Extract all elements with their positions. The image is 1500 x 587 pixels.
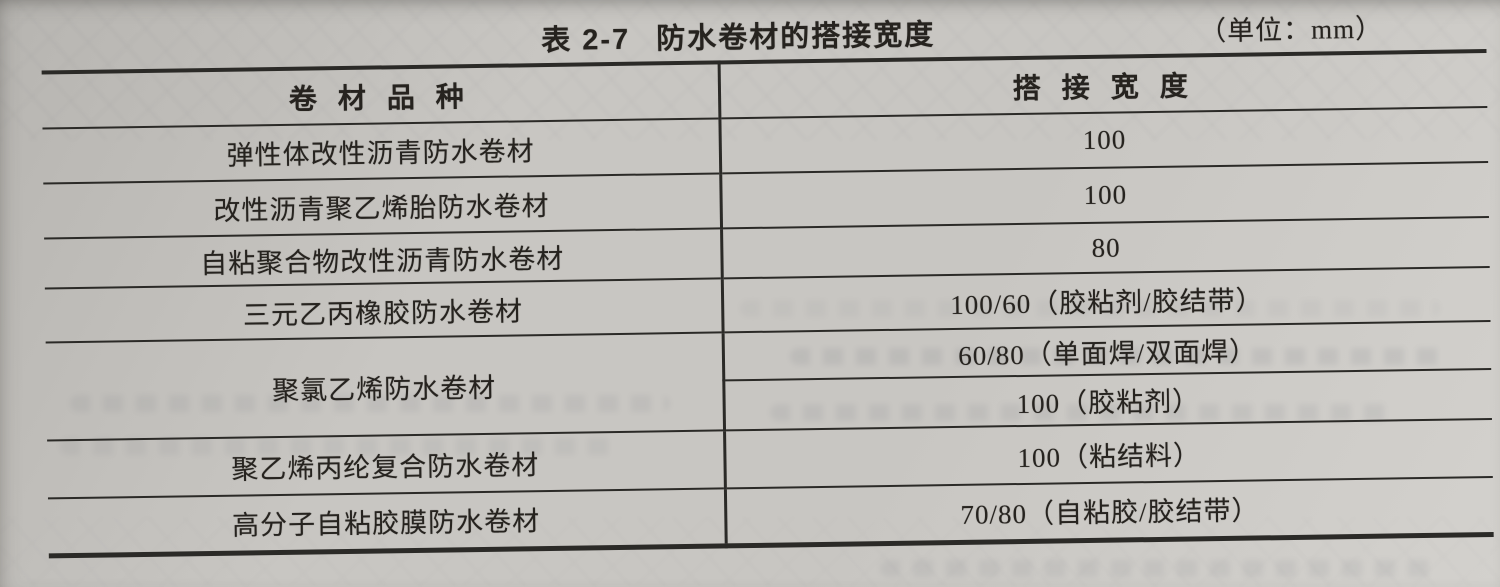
column-header-membrane-type: 卷 材 品 种 <box>41 62 720 129</box>
scan-content: 表 2-7 防水卷材的搭接宽度 （单位：mm） 卷 材 品 种 搭 接 宽 度 … <box>41 0 1494 558</box>
table-title: 防水卷材的搭接宽度 <box>655 19 936 56</box>
membrane-type-cell: 改性沥青聚乙烯胎防水卷材 <box>43 173 722 239</box>
unit-label: （单位：mm） <box>1198 13 1384 46</box>
membrane-type-cell: 聚乙烯丙纶复合防水卷材 <box>47 430 725 499</box>
lap-width-table: 卷 材 品 种 搭 接 宽 度 弹性体改性沥青防水卷材 100 改性沥青聚乙烯胎… <box>41 49 1494 558</box>
membrane-type-cell: 聚氯乙烯防水卷材 <box>45 332 725 441</box>
membrane-type-cell: 三元乙丙橡胶防水卷材 <box>44 278 723 343</box>
bleedthrough-smudge <box>880 560 1440 577</box>
membrane-type-cell: 高分子自粘胶膜防水卷材 <box>47 488 726 556</box>
table-caption: 表 2-7 防水卷材的搭接宽度 <box>541 10 936 60</box>
lap-width-cell: 70/80（自粘胶/胶结带） <box>960 495 1260 531</box>
table-number: 表 2-7 <box>541 23 631 58</box>
membrane-type-cell: 弹性体改性沥青防水卷材 <box>42 118 721 184</box>
